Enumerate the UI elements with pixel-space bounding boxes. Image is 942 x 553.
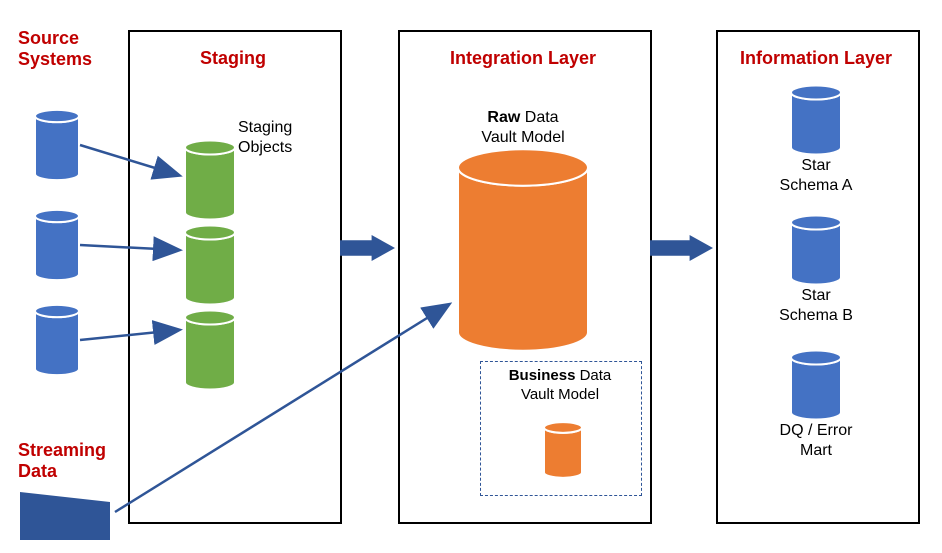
source-db-1-top (35, 210, 79, 222)
arrow-thin-2 (80, 330, 178, 340)
business-vault-db-top (544, 422, 582, 433)
staging-db-0 (185, 148, 235, 220)
staging-db-1-top (185, 226, 235, 240)
info-db-2-top (791, 351, 841, 365)
source-db-2 (35, 311, 79, 375)
raw-vault-db (458, 168, 588, 351)
diagram-svg (0, 0, 942, 553)
staging-db-2 (185, 318, 235, 390)
streaming-shape (20, 492, 110, 540)
info-db-1 (791, 223, 841, 285)
info-db-0-top (791, 86, 841, 100)
arrow-thin-1 (80, 245, 178, 250)
raw-vault-db-top (458, 149, 588, 185)
arrow-thin-0 (80, 145, 178, 175)
staging-db-2-top (185, 311, 235, 325)
source-db-0-top (35, 110, 79, 122)
staging-db-1 (185, 233, 235, 305)
source-db-0 (35, 116, 79, 180)
staging-db-0-top (185, 141, 235, 155)
arrow-thin-3 (115, 305, 448, 512)
business-vault-db (544, 428, 582, 478)
arrow-block-0 (340, 235, 395, 261)
source-db-1 (35, 216, 79, 280)
info-db-1-top (791, 216, 841, 230)
arrow-block-1 (650, 235, 713, 261)
info-db-2 (791, 358, 841, 420)
info-db-0 (791, 93, 841, 155)
source-db-2-top (35, 305, 79, 317)
